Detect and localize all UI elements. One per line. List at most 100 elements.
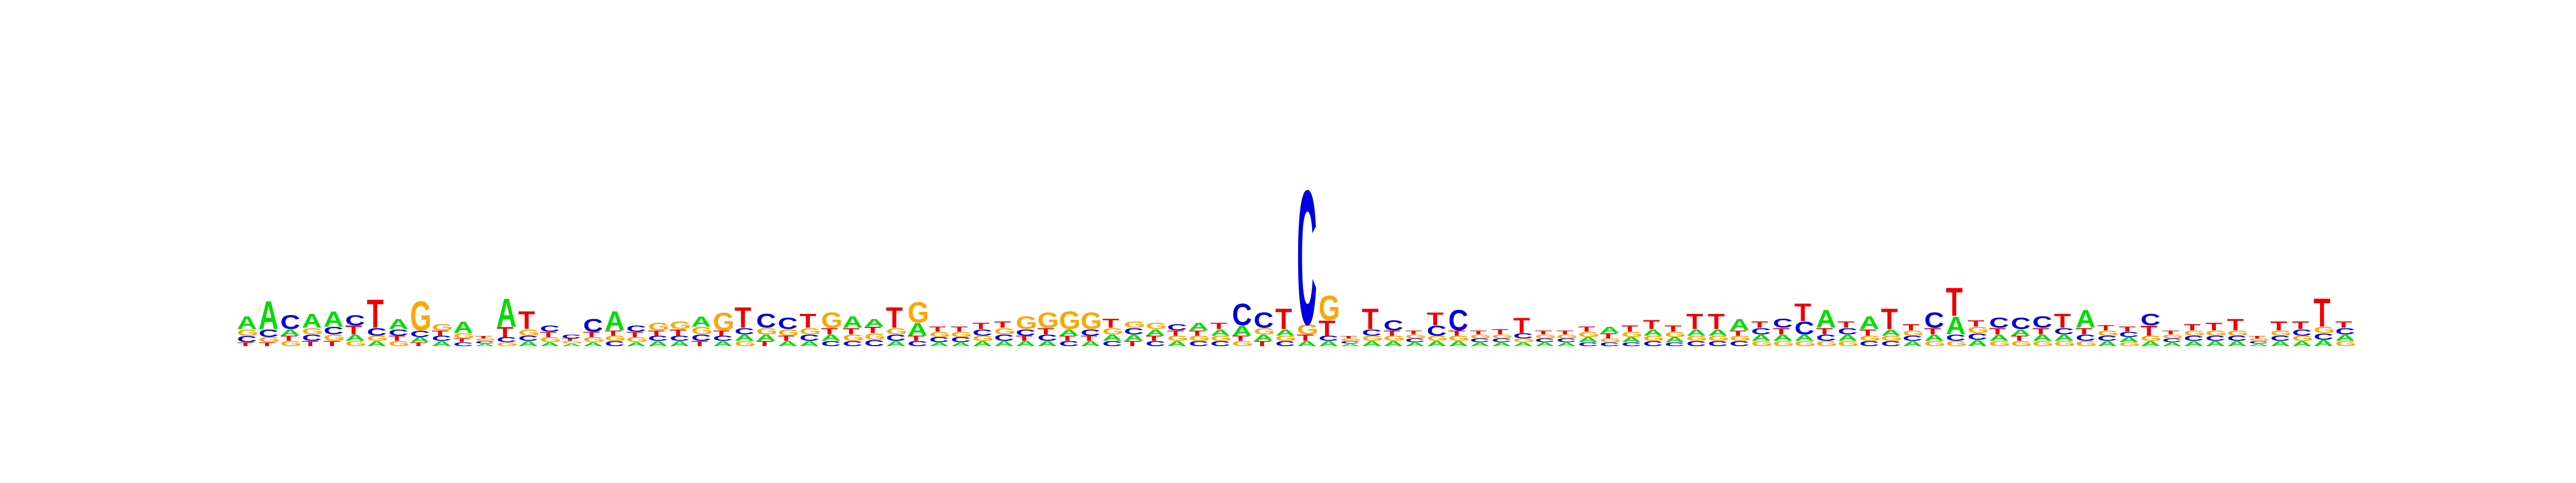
logo-letter-c: C [1556, 337, 1576, 343]
logo-letter-a: A [2335, 333, 2355, 343]
logo-letter-t: T [756, 340, 773, 348]
logo-letter-t: T [1470, 330, 1487, 336]
logo-letter-a: A [367, 340, 386, 348]
logo-letter-t: T [1621, 324, 1638, 334]
logo-letter-a: A [1946, 311, 1966, 340]
logo-letter-a: A [2162, 341, 2182, 348]
logo-letter-c: C [431, 334, 451, 342]
logo-letter-a: A [1275, 327, 1295, 338]
logo-letter-t: T [1405, 330, 1422, 336]
logo-letter-t: T [1665, 324, 1682, 334]
logo-letter-t: T [345, 323, 362, 338]
logo-letter-c: C [1535, 337, 1555, 343]
logo-letter-t: T [1232, 334, 1249, 342]
logo-letter-t: T [2184, 323, 2201, 333]
logo-letter-t: T [431, 329, 448, 337]
logo-letter-a: A [410, 335, 430, 343]
logo-letter-c: C [453, 341, 473, 348]
logo-letter-t: T [1384, 329, 1400, 337]
logo-letter-t: T [1816, 326, 1833, 336]
logo-letter-g: G [1319, 289, 1340, 327]
logo-letter-c: C [302, 333, 322, 343]
logo-letter-g: G [1491, 333, 1513, 340]
logo-letter-a: A [1189, 321, 1209, 333]
logo-letter-t: T [1708, 309, 1724, 334]
logo-letter-c: C [1989, 314, 2009, 331]
logo-letter-t: T [496, 324, 513, 340]
logo-letter-t: T [583, 331, 600, 339]
logo-letter-c: C [1016, 327, 1036, 338]
logo-letter-a: A [821, 333, 841, 343]
logo-letter-c: C [1189, 340, 1209, 348]
logo-letter-t: T [561, 338, 579, 342]
logo-letter-c: C [2270, 334, 2290, 342]
logo-letter-t: T [2162, 330, 2179, 336]
logo-letter-g: G [1426, 334, 1448, 342]
logo-letter-c: C [2314, 332, 2333, 342]
logo-letter-a: A [864, 317, 884, 329]
logo-letter-a: A [2119, 335, 2139, 343]
logo-letter-t: T [1860, 327, 1877, 338]
logo-letter-t: T [1297, 333, 1314, 343]
logo-letter-c: C [648, 334, 668, 342]
logo-letter-t: T [1037, 326, 1055, 336]
logo-letter-t: T [1016, 334, 1033, 342]
logo-letter-t: T [1059, 334, 1075, 342]
logo-letter-a: A [583, 341, 603, 348]
logo-letter-a: A [1708, 327, 1728, 338]
logo-letter-g: G [1232, 340, 1254, 348]
logo-letter-a: A [389, 316, 408, 332]
logo-letter-c: C [864, 338, 884, 348]
logo-letter-t: T [800, 310, 816, 332]
logo-letter-c: C [1751, 326, 1771, 336]
logo-letter-t: T [2032, 326, 2050, 336]
logo-letter-c: C [626, 324, 646, 334]
logo-letter-t: T [324, 340, 340, 348]
logo-letter-c: C [756, 310, 776, 332]
logo-letter-a: A [1989, 333, 2009, 343]
logo-letter-g: G [367, 334, 388, 342]
logo-letter-g: G [561, 340, 583, 345]
logo-letter-a: A [345, 333, 365, 343]
logo-letter-c: C [2119, 331, 2139, 339]
logo-letter-g: G [1167, 334, 1189, 342]
logo-letter-c: C [1384, 317, 1403, 333]
logo-letter-g: G [670, 319, 691, 331]
logo-letter-g: G [1210, 334, 1232, 342]
logo-letter-t: T [410, 341, 427, 348]
logo-letter-t: T [302, 340, 319, 348]
logo-letter-c: C [1621, 341, 1641, 348]
logo-letter-c: C [2335, 326, 2355, 336]
logo-letter-g: G [908, 297, 929, 330]
logo-letter-g: G [2119, 341, 2140, 348]
logo-letter-t: T [1275, 303, 1292, 336]
logo-letter-t: T [2227, 316, 2244, 334]
logo-letter-t: T [2205, 321, 2222, 333]
logo-letter-g: G [1881, 334, 1902, 342]
logo-letter-c: C [389, 327, 408, 338]
logo-letter-g: G [2270, 329, 2292, 337]
logo-letter-a: A [1037, 340, 1057, 348]
logo-letter-t: T [2141, 323, 2157, 339]
logo-letter-g: G [1643, 334, 1665, 342]
